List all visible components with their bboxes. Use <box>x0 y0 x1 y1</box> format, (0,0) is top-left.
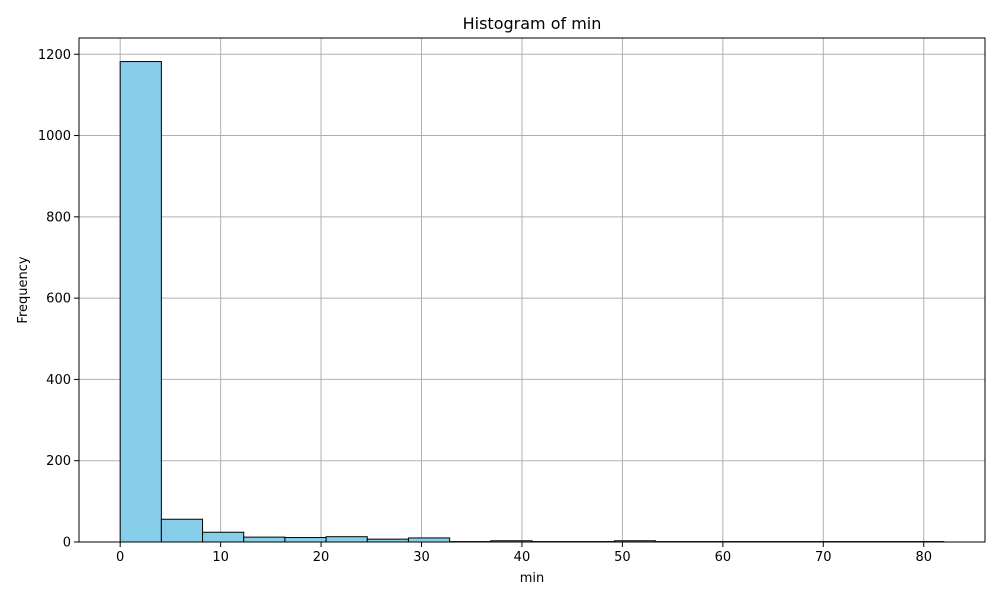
histogram-bar <box>407 537 451 543</box>
y-tick-label: 800 <box>46 210 71 225</box>
x-tick-label: 40 <box>514 550 531 565</box>
chart-title: Histogram of min <box>463 14 602 33</box>
plot-frame <box>78 37 986 543</box>
x-tick-label: 10 <box>212 550 229 565</box>
histogram-bar <box>325 536 368 543</box>
histogram-bar <box>243 536 286 543</box>
x-tick-label: 80 <box>915 550 932 565</box>
y-tick-label: 200 <box>46 454 71 469</box>
x-tick-label: 0 <box>116 550 124 565</box>
histogram-bar <box>202 531 245 543</box>
y-tick-label: 600 <box>46 292 71 307</box>
x-tick-label: 20 <box>313 550 330 565</box>
x-tick-label: 60 <box>715 550 732 565</box>
y-tick-label: 0 <box>63 536 71 551</box>
x-tick-label: 30 <box>413 550 430 565</box>
y-tick-label: 1000 <box>38 129 71 144</box>
y-tick-label: 400 <box>46 373 71 388</box>
histogram-bar <box>284 537 327 543</box>
x-tick-label: 70 <box>815 550 832 565</box>
bars-layer <box>119 61 945 543</box>
histogram-bar <box>119 61 162 543</box>
x-tick-label: 50 <box>614 550 631 565</box>
y-axis-label: Frequency <box>16 256 31 323</box>
x-axis-label: min <box>520 571 545 586</box>
histogram-bar <box>160 518 204 543</box>
y-tick-label: 1200 <box>38 48 71 63</box>
grid-layer <box>79 38 985 543</box>
